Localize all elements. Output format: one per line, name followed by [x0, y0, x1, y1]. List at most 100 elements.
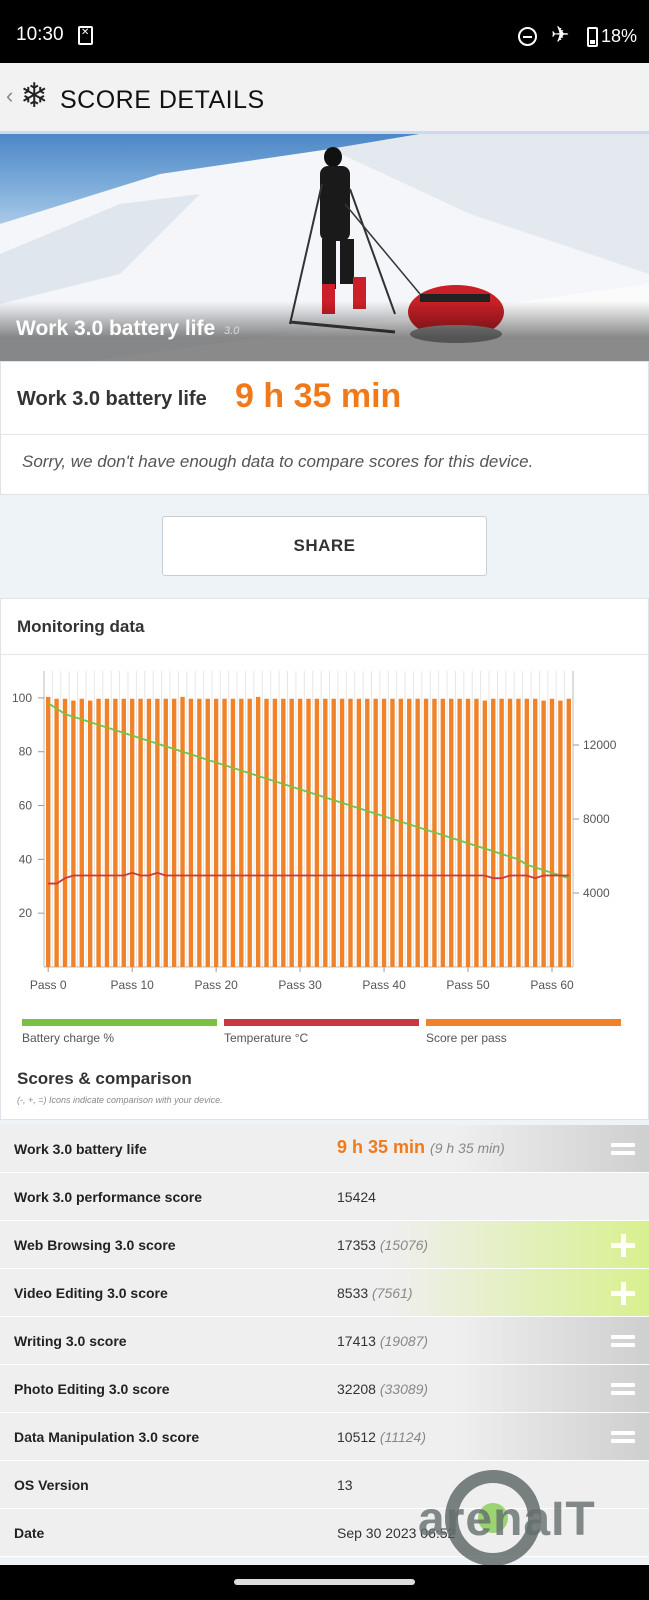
table-row: Data Manipulation 3.0 score 10512 (11124) [0, 1413, 649, 1461]
score-bar [197, 698, 202, 967]
row-score: 9 h 35 min [337, 1137, 426, 1157]
scores-table: Work 3.0 battery life 9 h 35 min (9 h 35 … [0, 1125, 649, 1557]
score-bar [138, 698, 143, 967]
share-button[interactable]: SHARE [162, 516, 487, 576]
row-value: 15424 [337, 1189, 376, 1205]
score-bar [222, 698, 227, 967]
do-not-disturb-icon [518, 27, 537, 46]
score-bar [205, 698, 210, 967]
row-score: 10512 [337, 1429, 376, 1445]
legend-temperature-label: Temperature °C [224, 1031, 309, 1045]
row-compare: (19087) [379, 1333, 429, 1349]
score-bar [297, 698, 303, 967]
hero-label: Work 3.0 battery life [16, 317, 216, 340]
no-comparison-message: Sorry, we don't have enough data to comp… [22, 452, 534, 471]
score-bar [230, 698, 236, 967]
score-bar [323, 698, 328, 967]
legend-temperature-swatch [224, 1019, 419, 1026]
row-value-cell: 13 [325, 1461, 649, 1508]
score-bar [398, 698, 404, 967]
score-bar [213, 698, 219, 967]
monitoring-title: Monitoring data [17, 617, 145, 636]
row-name: Photo Editing 3.0 score [14, 1381, 170, 1397]
row-score: 8533 [337, 1285, 369, 1301]
row-compare: (33089) [379, 1381, 429, 1397]
plus-icon [611, 1234, 635, 1257]
row-compare: (7561) [372, 1285, 413, 1301]
score-bar [239, 698, 244, 967]
row-score: 13 [337, 1477, 353, 1493]
score-bar [533, 698, 538, 967]
score-bar [499, 698, 504, 967]
row-name: Data Manipulation 3.0 score [14, 1429, 200, 1445]
row-value-cell: 8533 (7561) [325, 1269, 649, 1316]
app-bar: ‹ ❄ SCORE DETAILS [0, 63, 649, 134]
page-title: SCORE DETAILS [60, 86, 265, 114]
score-bar [415, 698, 420, 967]
row-compare: (9 h 35 min) [430, 1140, 505, 1156]
score-bar [407, 698, 412, 967]
legend-score-swatch [426, 1019, 621, 1026]
score-bar [390, 698, 395, 967]
table-row: Video Editing 3.0 score 8533 (7561) [0, 1269, 649, 1317]
score-bar [45, 696, 51, 967]
score-bar [180, 696, 185, 967]
hero-version: 3.0 [224, 325, 240, 337]
row-value: 17413 (19087) [337, 1333, 428, 1349]
row-score: 15424 [337, 1189, 376, 1205]
table-row: Work 3.0 battery life 9 h 35 min (9 h 35 … [0, 1125, 649, 1173]
table-row: Web Browsing 3.0 score 17353 (15076) [0, 1221, 649, 1269]
score-bar [356, 698, 362, 967]
hero-image: Work 3.0 battery life 3.0 [0, 134, 649, 361]
navigation-bar [0, 1565, 649, 1600]
right-tick-label: 4000 [583, 886, 610, 900]
equal-icon [611, 1330, 635, 1352]
x-tick-label: Pass 0 [30, 978, 67, 992]
result-card: Work 3.0 battery life 9 h 35 min Sorry, … [0, 361, 649, 495]
legend-battery: Battery charge % [22, 1019, 217, 1049]
scores-title: Scores & comparison [17, 1069, 192, 1088]
row-name: Work 3.0 performance score [14, 1189, 203, 1205]
score-bar [79, 698, 84, 967]
score-bar [491, 698, 496, 967]
table-row: Writing 3.0 score 17413 (19087) [0, 1317, 649, 1365]
snowy-mountain-illustration [0, 134, 649, 361]
temperature-line [48, 871, 569, 885]
score-bar [314, 698, 320, 967]
score-bar [113, 698, 118, 967]
battery-charge-line [47, 702, 570, 880]
score-bar [255, 696, 261, 967]
score-bar [541, 700, 546, 967]
score-bar [331, 698, 336, 967]
x-tick-label: Pass 20 [194, 978, 238, 992]
row-value-cell: 15424 [325, 1173, 649, 1220]
legend-battery-label: Battery charge % [22, 1031, 115, 1045]
score-bar [121, 698, 126, 967]
score-bar [549, 698, 555, 967]
back-icon[interactable]: ‹ [6, 83, 14, 108]
home-gesture-handle[interactable] [234, 1579, 415, 1585]
score-bar [264, 698, 269, 967]
score-bar [62, 698, 68, 967]
row-value-cell: 10512 (11124) [325, 1413, 649, 1460]
status-time: 10:30 [16, 24, 64, 45]
table-row: Work 3.0 performance score 15424 [0, 1173, 649, 1221]
x-tick-label: Pass 60 [530, 978, 574, 992]
equal-icon [611, 1378, 635, 1400]
row-value: 8533 (7561) [337, 1285, 413, 1301]
row-value-cell: 17413 (19087) [325, 1317, 649, 1364]
score-bar [54, 698, 59, 967]
right-tick-label: 12000 [583, 738, 617, 752]
snowflake-logo-icon: ❄ [20, 77, 49, 115]
score-bar [474, 698, 479, 967]
score-bar [457, 698, 462, 967]
score-bar [155, 698, 160, 967]
score-bar [146, 698, 152, 967]
legend-temperature: Temperature °C [224, 1019, 419, 1049]
legend-battery-swatch [22, 1019, 217, 1026]
equal-icon [611, 1138, 635, 1160]
score-bar [289, 698, 294, 967]
row-name: Web Browsing 3.0 score [14, 1237, 176, 1253]
row-value: 32208 (33089) [337, 1381, 428, 1397]
result-value: 9 h 35 min [235, 377, 402, 415]
